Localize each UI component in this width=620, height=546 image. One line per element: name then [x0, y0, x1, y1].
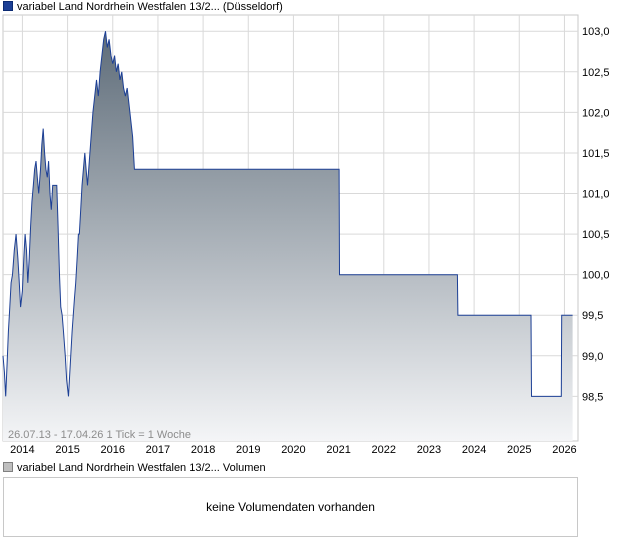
y-tick-label: 102,0 — [582, 107, 610, 119]
y-tick-label: 101,5 — [582, 148, 610, 160]
y-tick-label: 100,5 — [582, 229, 610, 241]
date-range-info: 26.07.13 - 17.04.26 1 Tick = 1 Woche — [8, 429, 191, 441]
y-tick-label: 101,0 — [582, 189, 610, 201]
no-volume-message: keine Volumendaten vorhanden — [206, 500, 375, 514]
volume-panel: keine Volumendaten vorhanden — [3, 477, 578, 537]
x-tick-label: 2023 — [417, 444, 441, 456]
x-tick-label: 2017 — [146, 444, 170, 456]
x-tick-label: 2021 — [326, 444, 350, 456]
volume-legend-label: variabel Land Nordrhein Westfalen 13/2..… — [17, 462, 266, 474]
volume-legend: variabel Land Nordrhein Westfalen 13/2..… — [3, 462, 266, 475]
volume-legend-swatch — [3, 462, 13, 472]
x-tick-label: 2014 — [10, 444, 34, 456]
x-tick-label: 2025 — [507, 444, 531, 456]
x-tick-label: 2016 — [101, 444, 125, 456]
x-tick-label: 2020 — [281, 444, 305, 456]
y-tick-label: 99,0 — [582, 351, 603, 363]
y-axis-labels: 98,5 99,0 99,5 100,0 100,5 101,0 101,5 102,0 102… — [582, 26, 610, 403]
x-tick-label: 2024 — [462, 444, 486, 456]
price-area-fill — [3, 31, 573, 441]
price-area — [2, 31, 573, 441]
x-tick-label: 2018 — [191, 444, 215, 456]
y-tick-label: 103,0 — [582, 26, 610, 38]
y-tick-label: 99,5 — [582, 310, 603, 322]
y-tick-label: 100,0 — [582, 270, 610, 282]
x-axis-labels: 2014 2015 2016 2017 2018 2019 2020 2021 2022 2023… — [10, 444, 577, 456]
price-chart: 26.07.13 - 17.04.26 1 Tick = 1 Woche 98,… — [2, 14, 610, 456]
price-legend-label: variabel Land Nordrhein Westfalen 13/2..… — [17, 1, 283, 13]
x-tick-label: 2026 — [552, 444, 576, 456]
x-tick-label: 2022 — [372, 444, 396, 456]
price-legend-swatch — [3, 1, 13, 11]
y-tick-label: 98,5 — [582, 391, 603, 403]
price-line — [2, 31, 573, 397]
x-tick-label: 2015 — [55, 444, 79, 456]
x-tick-label: 2019 — [236, 444, 260, 456]
price-legend: variabel Land Nordrhein Westfalen 13/2..… — [3, 1, 283, 14]
y-tick-label: 102,5 — [582, 67, 610, 79]
